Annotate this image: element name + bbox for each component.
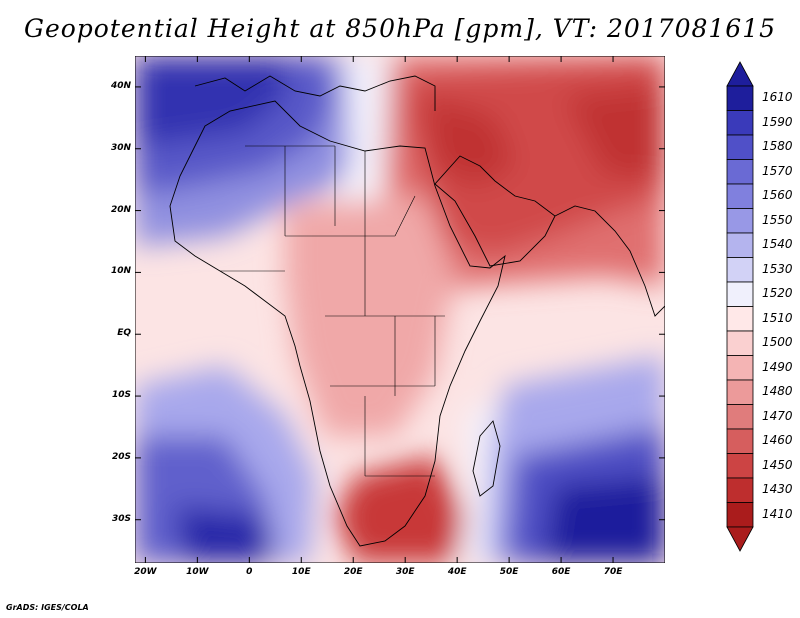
- madagascar-coastline: [472, 420, 501, 497]
- colorbar-segment: [726, 477, 754, 503]
- colorbar-segment: [726, 379, 754, 405]
- colorbar-label: 1530: [762, 261, 793, 276]
- colorbar-label: 1480: [762, 384, 793, 399]
- colorbar-segment: [726, 330, 754, 356]
- lat-label-30s: 30S: [111, 513, 131, 524]
- lon-label-0: 0: [246, 567, 253, 577]
- colorbar-segment: [726, 502, 754, 528]
- country-borders: [220, 145, 445, 477]
- lat-label-20n: 20N: [110, 204, 131, 215]
- colorbar-label: 1550: [762, 212, 793, 227]
- colorbar-label: 1450: [762, 457, 793, 472]
- lon-label-30e: 30E: [395, 567, 415, 577]
- colorbar-label: 1540: [762, 237, 793, 252]
- lat-label-40n: 40N: [110, 80, 131, 91]
- colorbar-segment: [726, 281, 754, 307]
- colorbar-segment: [726, 355, 754, 381]
- colorbar-label: 1500: [762, 335, 793, 350]
- colorbar-segment: [726, 134, 754, 160]
- colorbar-label: 1610: [762, 90, 793, 105]
- colorbar-segment: [726, 428, 754, 454]
- lat-label-30n: 30N: [110, 142, 131, 153]
- height-field: [135, 56, 665, 563]
- colorbar-segment: [726, 110, 754, 136]
- lon-label-10w: 10W: [186, 567, 209, 577]
- colorbar-segment: [726, 159, 754, 185]
- lon-label-40e: 40E: [447, 567, 467, 577]
- lat-label-10n: 10N: [110, 266, 131, 277]
- colorbar-label: 1410: [762, 506, 793, 521]
- colorbar: [726, 61, 754, 552]
- colorbar-segment: [726, 208, 754, 234]
- lat-label-eq: EQ: [117, 328, 131, 339]
- colorbar-segment: [726, 85, 754, 111]
- colorbar-segment: [726, 306, 754, 332]
- colorbar-segment: [726, 232, 754, 258]
- colorbar-label: 1430: [762, 482, 793, 497]
- colorbar-segment: [726, 183, 754, 209]
- colorbar-label: 1570: [762, 163, 793, 178]
- lat-label-10s: 10S: [111, 390, 131, 401]
- credit-label: GrADS: IGES/COLA: [6, 603, 89, 612]
- colorbar-segment: [726, 257, 754, 283]
- colorbar-bottom-arrow: [726, 526, 754, 552]
- africa-coastline: [169, 100, 506, 547]
- colorbar-label: 1510: [762, 310, 793, 325]
- colorbar-label: 1590: [762, 114, 793, 129]
- asia-coastline: [554, 205, 665, 317]
- chart-title: Geopotential Height at 850hPa [gpm], VT:…: [23, 14, 777, 43]
- lon-label-60e: 60E: [551, 567, 571, 577]
- colorbar-label: 1470: [762, 408, 793, 423]
- colorbar-label: 1490: [762, 359, 793, 374]
- lon-label-70e: 70E: [603, 567, 623, 577]
- colorbar-label: 1520: [762, 286, 793, 301]
- coastlines: [169, 75, 665, 547]
- lat-label-20s: 20S: [111, 451, 131, 462]
- lon-label-10e: 10E: [291, 567, 311, 577]
- lon-label-20e: 20E: [343, 567, 363, 577]
- map-panel: [135, 56, 665, 563]
- geopotential-map: [135, 56, 665, 563]
- colorbar-segment: [726, 453, 754, 479]
- lon-label-20w: 20W: [134, 567, 157, 577]
- lon-label-50e: 50E: [499, 567, 519, 577]
- colorbar-top-arrow: [726, 61, 754, 87]
- colorbar-label: 1580: [762, 139, 793, 154]
- colorbar-label: 1560: [762, 188, 793, 203]
- tick-marks: [135, 56, 665, 563]
- colorbar-segment: [726, 404, 754, 430]
- europe-coastline: [194, 75, 436, 111]
- colorbar-label: 1460: [762, 433, 793, 448]
